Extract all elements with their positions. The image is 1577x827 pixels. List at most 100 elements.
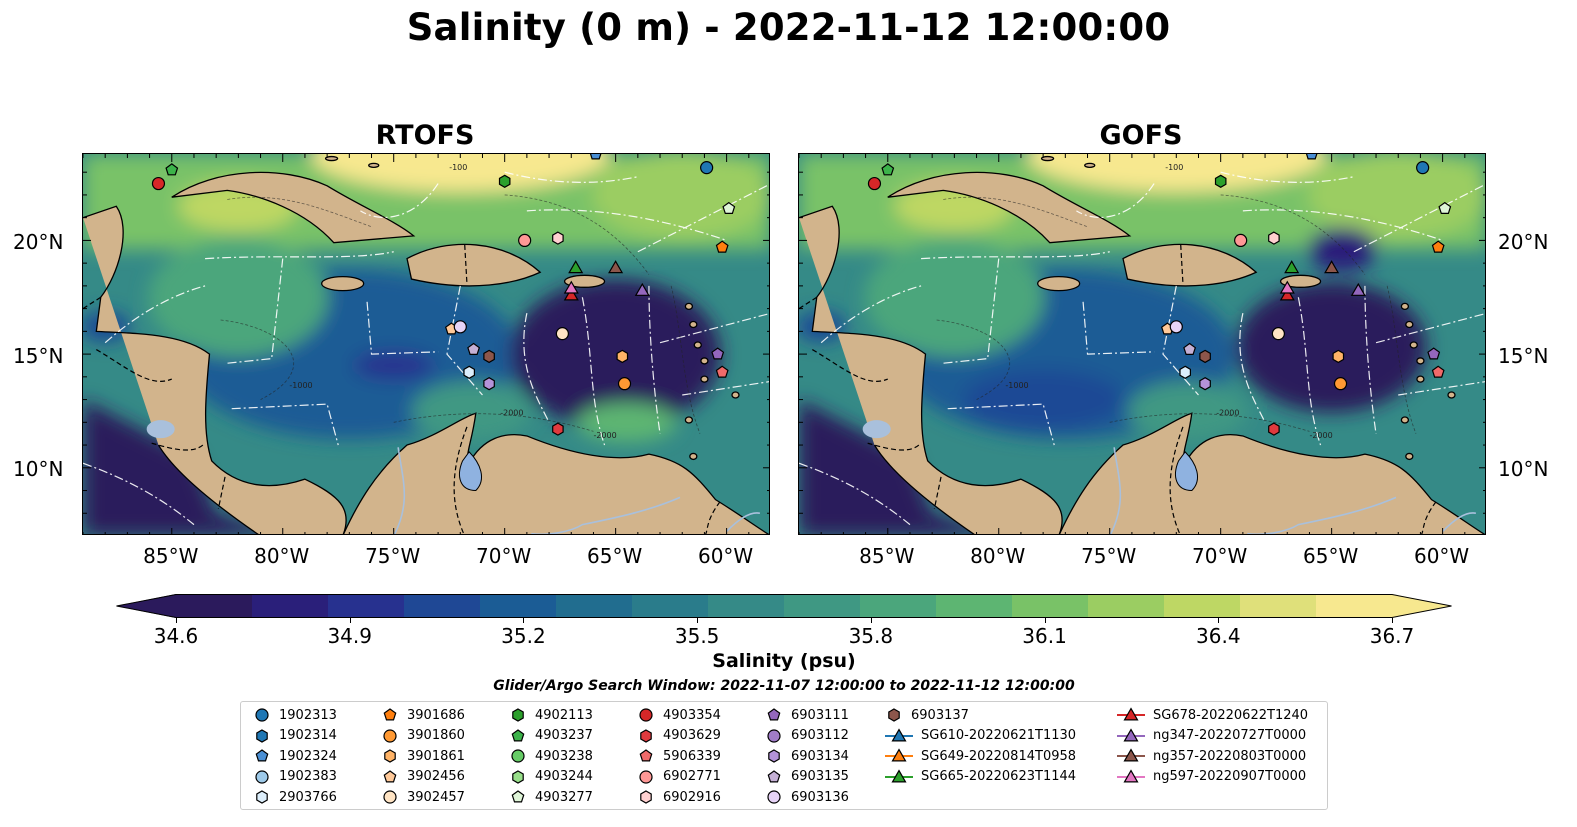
- legend-entry: 1902324: [253, 746, 337, 766]
- legend-circle-icon: [255, 770, 269, 784]
- legend-entry: 4903629: [637, 726, 721, 746]
- marker-4903629: [552, 422, 564, 436]
- lake-nicaragua: [146, 420, 175, 439]
- marker-3901861: [616, 349, 629, 364]
- legend-entry-label: 5906339: [663, 748, 721, 764]
- legend-entry-label: 6902771: [663, 769, 721, 785]
- marker-SG678-20220622T1240: [1279, 287, 1295, 301]
- svg-text:-1000: -1000: [1005, 381, 1028, 390]
- legend-marker-triangle-line-icon: [885, 727, 913, 742]
- land-puerto-rico: [563, 274, 606, 288]
- legend-entry-label: 4903629: [663, 728, 721, 744]
- salinity-field: [799, 154, 1485, 534]
- colorbar-band: [784, 594, 861, 618]
- svg-text:-2000: -2000: [593, 431, 616, 440]
- marker-3901860: [617, 377, 632, 391]
- legend-marker-triangle-line-icon: [1117, 769, 1145, 783]
- map-gofs: -100 -1000 -2000 -2000: [798, 153, 1486, 535]
- legend-marker-circle-icon: [383, 728, 397, 743]
- legend-marker-circle-icon: [511, 749, 525, 763]
- legend-hexagon-icon: [640, 728, 652, 743]
- marker-ng347-20220727T0000: [1350, 282, 1366, 296]
- marker-4903237: [165, 163, 179, 176]
- legend-marker-circle-icon: [255, 770, 269, 784]
- legend-entry: 4903237: [509, 726, 593, 746]
- svg-text:-2000: -2000: [1309, 431, 1332, 440]
- colorbar-band: [708, 594, 785, 618]
- legend-marker-pentagon-icon: [511, 728, 525, 742]
- legend-entry-label: ng597-20220907T0000: [1153, 769, 1307, 785]
- colorbar-band: [1012, 594, 1089, 618]
- marker-3901686: [715, 240, 729, 253]
- colorbar-tick-mark: [176, 618, 177, 623]
- marker-6903134: [483, 377, 495, 391]
- marker-4902113: [498, 174, 511, 188]
- legend-hexagon-icon: [888, 708, 900, 722]
- legend-entry: 6903134: [765, 746, 849, 766]
- marker-4903277: [1438, 201, 1452, 215]
- legend-marker-pentagon-icon: [511, 790, 525, 803]
- legend-entry: 6903136: [765, 787, 849, 807]
- marker-4903354: [151, 176, 166, 191]
- legend-triangle-icon: [891, 748, 907, 762]
- legend-entry: 6903137: [885, 705, 969, 725]
- marker-3901860: [1333, 377, 1348, 391]
- colorbar-band: [404, 594, 481, 618]
- legend-triangle-icon: [1123, 727, 1139, 742]
- legend-marker-hexagon-icon: [888, 708, 900, 722]
- lake-maracaibo: [1175, 451, 1199, 492]
- legend-entry: 3901686: [381, 705, 465, 725]
- legend-entry-label: 4902113: [535, 707, 593, 723]
- legend-circle-icon: [767, 790, 781, 804]
- marker-6902916: [1268, 231, 1280, 245]
- legend-marker-hexagon-icon: [512, 770, 524, 784]
- marker-4903354: [867, 176, 882, 191]
- colorbar-tick-mark: [1218, 618, 1220, 623]
- colorbar-tick-mark: [870, 618, 872, 623]
- legend-triangle-icon: [891, 769, 907, 783]
- lon-tick-right-4: 65°W: [1303, 544, 1359, 568]
- svg-text:-1000: -1000: [289, 381, 312, 390]
- legend-entry-label: 6903136: [791, 789, 849, 805]
- colorbar-label: Salinity (psu): [712, 650, 856, 672]
- eez-boundaries: [799, 171, 1485, 526]
- legend-entry-label: 3902456: [407, 769, 465, 785]
- colorbar-band: [480, 594, 557, 618]
- marker-3902457: [555, 327, 569, 341]
- political-borders: [83, 244, 721, 534]
- bathymetry-contours: [220, 194, 701, 434]
- legend-entry-label: 1902324: [279, 748, 337, 764]
- marker-2903766: [1179, 365, 1191, 379]
- legend-entry-label: 6903135: [791, 769, 849, 785]
- legend-hexagon-icon: [256, 728, 268, 743]
- legend-entry-label: 2903766: [279, 789, 337, 805]
- rivers: [1109, 447, 1477, 534]
- colorbar-band: [1240, 594, 1317, 618]
- colorbar-tick-mark: [1044, 618, 1046, 623]
- colorbar-band: [252, 594, 329, 618]
- legend-entry: SG665-20220623T1144: [885, 767, 1076, 787]
- legend-entry-label: 6903112: [791, 728, 849, 744]
- lon-tick-left-1: 80°W: [254, 544, 310, 568]
- lat-tick-15n-left: 15°N: [13, 344, 64, 368]
- land-hispaniola: [406, 243, 542, 287]
- axis-ticks: [799, 154, 1485, 534]
- marker-3901861: [1332, 349, 1345, 364]
- marker-4903629: [1268, 422, 1280, 436]
- lat-tick-20n-right: 20°N: [1498, 230, 1549, 254]
- marker-6903137: [1199, 349, 1211, 364]
- legend-entry: ng347-20220727T0000: [1117, 726, 1306, 746]
- legend-entry: 3901860: [381, 726, 465, 746]
- legend-pentagon-icon: [255, 749, 269, 762]
- legend-entry: 3901861: [381, 746, 465, 766]
- marker-6903134: [1199, 377, 1211, 391]
- legend-entry: 4903238: [509, 746, 593, 766]
- marker-5906339: [715, 365, 729, 378]
- colorbar-band: [176, 594, 253, 618]
- marker-1902313: [1416, 161, 1430, 175]
- salinity-field: [83, 154, 769, 534]
- marker-4902113: [1214, 174, 1227, 188]
- legend-entry-label: 3901860: [407, 728, 465, 744]
- colorbar-band: [632, 594, 709, 618]
- colorbar-tick-1: 34.9: [327, 624, 372, 648]
